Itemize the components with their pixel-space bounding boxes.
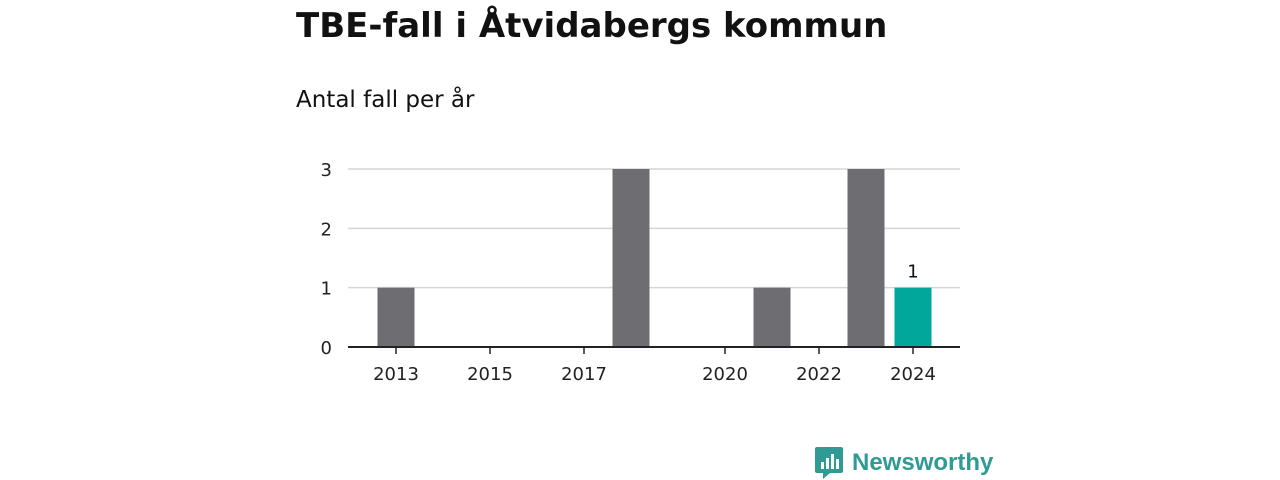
y-tick-label: 0 — [321, 338, 332, 359]
chart-subtitle: Antal fall per år — [296, 87, 475, 113]
bar — [847, 169, 885, 347]
y-tick-label: 1 — [321, 279, 332, 300]
y-tick-label: 2 — [321, 219, 332, 240]
data-label: 1 — [907, 262, 918, 283]
x-tick-label: 2024 — [890, 364, 936, 385]
x-tick-label: 2013 — [373, 364, 419, 385]
brand-name: Newsworthy — [852, 449, 994, 476]
x-tick-label: 2022 — [796, 364, 842, 385]
brand-logo: Newsworthy — [814, 446, 993, 480]
bar — [612, 169, 650, 347]
bar-chart: 0 1 2 3 1 2013 2015 2017 2020 2022 2024 — [321, 160, 960, 385]
bar — [377, 287, 415, 347]
x-tick-label: 2015 — [467, 364, 513, 385]
bar — [753, 287, 791, 347]
x-tick-label: 2017 — [561, 364, 607, 385]
chart-title: TBE-fall i Åtvidabergs kommun — [296, 6, 888, 46]
highlighted-bar — [894, 287, 932, 347]
newsworthy-logo-icon — [815, 447, 843, 479]
x-tick-label: 2020 — [702, 364, 748, 385]
y-tick-label: 3 — [321, 160, 332, 181]
